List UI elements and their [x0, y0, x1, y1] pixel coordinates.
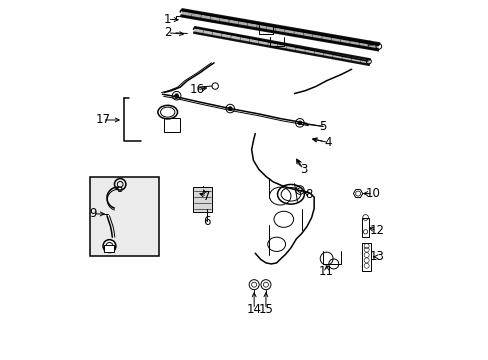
Polygon shape [118, 187, 122, 192]
Text: 10: 10 [365, 187, 380, 200]
Circle shape [298, 121, 301, 125]
Text: 16: 16 [189, 84, 204, 96]
Text: 3: 3 [299, 163, 306, 176]
Bar [192, 187, 212, 212]
Text: 17: 17 [95, 113, 110, 126]
Text: 1: 1 [163, 13, 171, 26]
Text: 12: 12 [368, 224, 384, 237]
Text: 4: 4 [324, 136, 331, 149]
Circle shape [103, 240, 116, 252]
Bar [104, 245, 114, 252]
Circle shape [228, 107, 231, 111]
Circle shape [175, 94, 178, 98]
Text: 15: 15 [258, 303, 273, 316]
Text: 8: 8 [305, 188, 312, 201]
Text: 9: 9 [89, 207, 97, 220]
Bar [362, 243, 370, 271]
Bar [164, 118, 180, 132]
Bar [90, 177, 159, 256]
Text: 7: 7 [203, 190, 210, 203]
Circle shape [297, 188, 302, 192]
Text: 14: 14 [246, 303, 261, 316]
Text: 5: 5 [319, 120, 326, 133]
Bar [362, 217, 368, 237]
Text: 13: 13 [368, 250, 384, 263]
Circle shape [212, 83, 218, 89]
Text: 2: 2 [163, 26, 171, 39]
Text: 11: 11 [319, 265, 333, 278]
Text: 6: 6 [203, 215, 210, 228]
